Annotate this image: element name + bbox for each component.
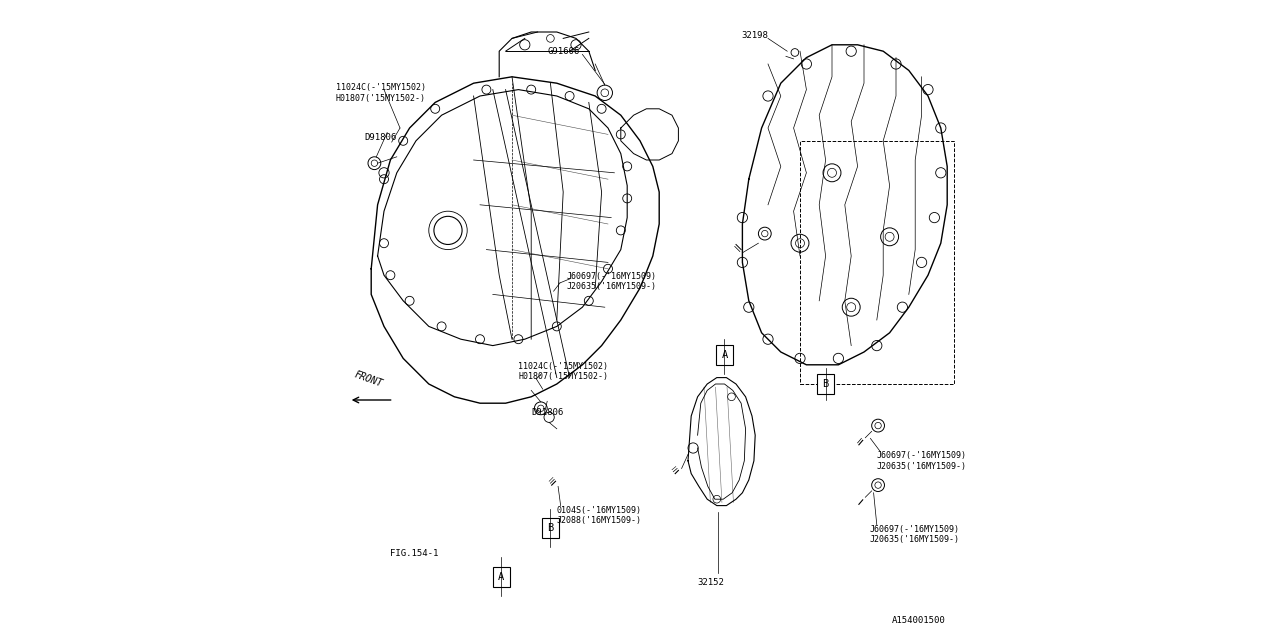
FancyBboxPatch shape [541, 518, 559, 538]
Text: 32198: 32198 [742, 31, 768, 40]
Text: 0104S(-'16MY1509)
J2088('16MY1509-): 0104S(-'16MY1509) J2088('16MY1509-) [557, 506, 641, 525]
FancyBboxPatch shape [817, 374, 835, 394]
Text: A154001500: A154001500 [892, 616, 945, 625]
Text: J60697(-'16MY1509)
J20635('16MY1509-): J60697(-'16MY1509) J20635('16MY1509-) [869, 525, 959, 544]
Text: D91806: D91806 [365, 133, 397, 142]
FancyBboxPatch shape [493, 568, 509, 587]
Text: G91606: G91606 [547, 47, 580, 56]
Text: FRONT: FRONT [352, 370, 384, 389]
Text: A: A [722, 350, 727, 360]
Text: J60697(-'16MY1509)
J20635('16MY1509-): J60697(-'16MY1509) J20635('16MY1509-) [877, 451, 966, 470]
Text: 32152: 32152 [698, 578, 723, 587]
Text: D91806: D91806 [531, 408, 563, 417]
Text: 11024C(-'15MY1502)
H01807('15MY1502-): 11024C(-'15MY1502) H01807('15MY1502-) [518, 362, 608, 381]
Text: 11024C(-'15MY1502)
H01807('15MY1502-): 11024C(-'15MY1502) H01807('15MY1502-) [335, 83, 426, 102]
Text: J60697(-'16MY1509)
J20635('16MY1509-): J60697(-'16MY1509) J20635('16MY1509-) [566, 272, 657, 291]
Text: FIG.154-1: FIG.154-1 [390, 549, 439, 558]
Text: B: B [548, 523, 553, 533]
Text: A: A [498, 572, 504, 582]
Text: B: B [823, 379, 828, 389]
FancyBboxPatch shape [716, 346, 733, 365]
